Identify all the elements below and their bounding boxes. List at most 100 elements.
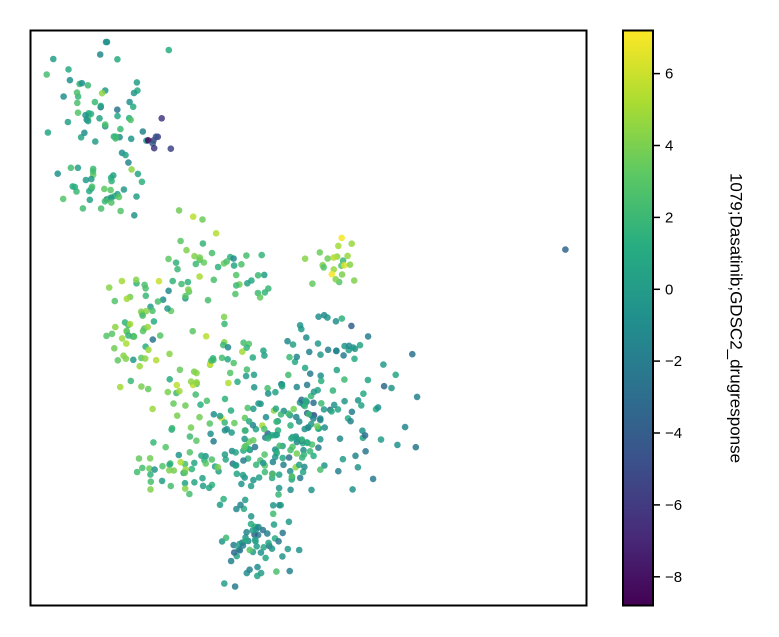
scatter-point <box>264 390 272 397</box>
scatter-point <box>259 459 267 467</box>
scatter-point <box>173 381 181 389</box>
scatter-point <box>269 510 277 518</box>
scatter-point <box>339 455 347 463</box>
scatter-point <box>105 284 113 291</box>
scatter-point <box>110 172 117 179</box>
scatter-point <box>101 121 109 128</box>
colorbar-label: 1079;Dasatinib;GDSC2_drugresponse <box>727 173 746 463</box>
scatter-point <box>118 277 126 285</box>
scatter-point <box>232 282 240 289</box>
scatter-point <box>187 378 195 385</box>
scatter-point <box>67 164 75 172</box>
scatter-point <box>175 207 183 214</box>
scatter-point <box>293 383 301 391</box>
scatter-points <box>43 38 569 590</box>
scatter-point <box>330 401 338 409</box>
scatter-point <box>170 400 177 407</box>
scatter-point <box>324 346 332 354</box>
scatter-point <box>328 408 335 415</box>
scatter-point <box>178 280 185 288</box>
scatter-point <box>208 456 216 463</box>
scatter-point <box>284 545 292 553</box>
scatter-point <box>183 246 190 254</box>
scatter-point <box>66 76 74 84</box>
scatter-point <box>332 318 340 325</box>
scatter-point <box>216 412 224 420</box>
scatter-point <box>186 490 193 498</box>
scatter-point <box>344 252 351 260</box>
scatter-point <box>340 352 347 359</box>
scatter-point <box>220 495 227 503</box>
scatter-point <box>88 175 95 183</box>
scatter-point <box>166 376 173 383</box>
scatter-point <box>380 361 387 368</box>
scatter-point <box>214 263 222 271</box>
scatter-point <box>132 276 140 284</box>
scatter-point <box>74 109 82 116</box>
scatter-point <box>117 125 124 133</box>
scatter-point <box>293 435 301 443</box>
scatter-point <box>210 411 218 418</box>
scatter-point <box>288 473 296 480</box>
scatter-point <box>301 364 309 372</box>
scatter-point <box>128 166 135 173</box>
scatter-point <box>244 404 251 412</box>
scatter-point <box>232 271 240 279</box>
scatter-point <box>333 366 341 374</box>
scatter-point <box>236 547 244 554</box>
scatter-point <box>279 553 286 560</box>
scatter-point <box>133 79 141 86</box>
scatter-point <box>234 378 241 386</box>
scatter-point <box>118 335 126 342</box>
scatter-point <box>222 534 230 542</box>
scatter-point <box>191 252 198 260</box>
scatter-point <box>341 397 348 405</box>
scatter-point <box>139 327 147 335</box>
scatter-point <box>255 400 262 407</box>
scatter-point <box>196 273 203 280</box>
scatter-point <box>250 405 257 413</box>
scatter-point <box>318 400 325 407</box>
scatter-point <box>276 501 283 509</box>
scatter-point <box>159 462 166 470</box>
scatter-point <box>97 102 105 110</box>
scatter-point <box>409 350 416 358</box>
scatter-point <box>309 280 316 288</box>
scatter-point <box>181 469 189 477</box>
scatter-point <box>269 458 277 466</box>
scatter-point <box>152 356 160 364</box>
scatter-point <box>243 569 251 577</box>
scatter-point <box>114 357 122 364</box>
scatter-point <box>209 355 217 362</box>
scatter-point <box>139 312 146 320</box>
scatter-point <box>216 501 224 509</box>
scatter-point <box>317 351 324 359</box>
scatter-point <box>338 234 346 242</box>
scatter-point <box>315 313 322 321</box>
colorbar-frame <box>622 29 654 607</box>
scatter-point <box>245 418 253 425</box>
scatter-point <box>256 294 264 301</box>
scatter-point <box>177 458 184 466</box>
scatter-point <box>330 254 338 261</box>
scatter-point <box>167 145 175 152</box>
scatter-point <box>247 513 255 520</box>
scatter-point <box>162 443 169 451</box>
scatter-point <box>230 541 237 549</box>
scatter-point <box>54 170 61 177</box>
scatter-point <box>265 539 272 547</box>
scatter-point <box>254 563 261 571</box>
scatter-point <box>120 186 128 193</box>
scatter-point <box>304 439 311 447</box>
scatter-point <box>199 216 206 223</box>
scatter-point <box>188 465 196 473</box>
scatter-point <box>117 207 124 215</box>
scatter-point <box>191 479 198 486</box>
scatter-point <box>123 340 130 347</box>
scatter-point <box>232 290 239 298</box>
scatter-point <box>279 454 287 462</box>
scatter-point <box>191 459 198 467</box>
scatter-point <box>206 420 214 427</box>
scatter-point <box>269 470 277 478</box>
scatter-point <box>122 151 129 159</box>
